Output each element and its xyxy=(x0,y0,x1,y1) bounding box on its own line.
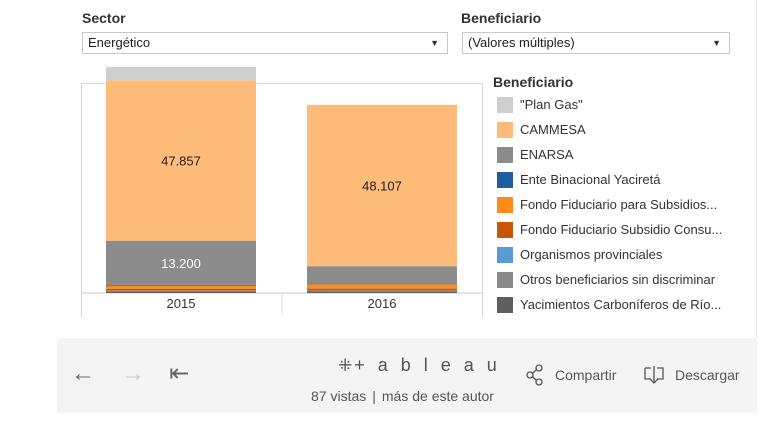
legend-swatch xyxy=(497,222,513,238)
bar-segment[interactable] xyxy=(307,284,457,289)
legend-swatch xyxy=(497,172,513,188)
legend-label: Yacimientos Carboníferos de Río... xyxy=(520,297,722,312)
chevron-down-icon: ▼ xyxy=(712,38,721,48)
sector-filter-label: Sector xyxy=(82,10,126,26)
legend-title: Beneficiario xyxy=(493,74,574,90)
more-from-author-link[interactable]: más de este autor xyxy=(381,388,494,404)
share-icon xyxy=(526,364,543,386)
chart-frame xyxy=(81,83,483,317)
views-info: 87 vistas | más de este autor xyxy=(311,388,494,404)
bar-segment[interactable] xyxy=(106,80,256,241)
bar-segment[interactable] xyxy=(307,288,457,291)
back-arrow-icon[interactable]: ← xyxy=(71,360,95,387)
tableau-logo-mark: ⁜ xyxy=(338,356,355,375)
bar-segment[interactable] xyxy=(106,288,256,291)
legend-swatch xyxy=(497,122,513,138)
legend-label: Fondo Fiduciario para Subsidios... xyxy=(520,197,718,212)
bar-segment[interactable] xyxy=(106,66,256,81)
tableau-toolbar: ← → ⇤ ⁜+ a b l e a u 87 vistas | más de es… xyxy=(57,338,757,413)
sector-dropdown[interactable]: Energético ▼ xyxy=(82,32,448,54)
download-label: Descargar xyxy=(675,367,740,383)
tableau-logo-text: + a b l e a u xyxy=(354,355,501,375)
legend-swatch xyxy=(497,247,513,263)
legend-label: CAMMESA xyxy=(520,122,586,137)
legend-label: Ente Binacional Yaciretá xyxy=(520,172,661,187)
x-tick-label: 2016 xyxy=(368,296,397,311)
bar-segment[interactable] xyxy=(307,291,457,293)
bar-segment[interactable] xyxy=(106,291,256,293)
forward-arrow-icon[interactable]: → xyxy=(121,360,145,387)
bar-segment[interactable] xyxy=(307,290,457,292)
bar-segment[interactable] xyxy=(307,104,457,267)
legend-swatch xyxy=(497,272,513,288)
beneficiario-dropdown[interactable]: (Valores múltiples) ▼ xyxy=(462,32,730,54)
legend-label: "Plan Gas" xyxy=(520,97,583,112)
legend-label: ENARSA xyxy=(520,147,574,162)
views-count: 87 vistas xyxy=(311,388,367,404)
legend-swatch xyxy=(497,297,513,313)
bar-segment[interactable] xyxy=(106,285,256,289)
share-label: Compartir xyxy=(555,367,617,383)
bar-segment[interactable] xyxy=(106,284,256,286)
download-icon xyxy=(644,366,664,384)
data-label: 48.107 xyxy=(362,179,402,194)
bar-segment[interactable] xyxy=(106,240,256,285)
legend-swatch xyxy=(497,197,513,213)
views-separator: | xyxy=(372,388,376,404)
legend-swatch xyxy=(497,97,513,113)
viz-right-border xyxy=(756,0,757,340)
revert-to-first-icon[interactable]: ⇤ xyxy=(169,360,190,387)
legend-label: Organismos provinciales xyxy=(520,247,663,262)
bar-segment[interactable] xyxy=(307,266,457,284)
chevron-down-icon: ▼ xyxy=(430,38,439,48)
beneficiario-filter-label: Beneficiario xyxy=(461,10,542,26)
x-tick-label: 2015 xyxy=(167,296,196,311)
tableau-logo[interactable]: ⁜+ a b l e a u xyxy=(338,355,501,376)
legend-swatch xyxy=(497,147,513,163)
data-label: 13.200 xyxy=(161,256,201,271)
beneficiario-dropdown-value: (Valores múltiples) xyxy=(468,35,575,50)
data-label: 47.857 xyxy=(161,153,201,168)
legend-label: Otros beneficiarios sin discriminar xyxy=(520,272,716,287)
bar-segment[interactable] xyxy=(307,283,457,285)
bar-segment[interactable] xyxy=(106,290,256,292)
sector-dropdown-value: Energético xyxy=(88,35,151,50)
legend-label: Fondo Fiduciario Subsidio Consu... xyxy=(520,222,723,237)
